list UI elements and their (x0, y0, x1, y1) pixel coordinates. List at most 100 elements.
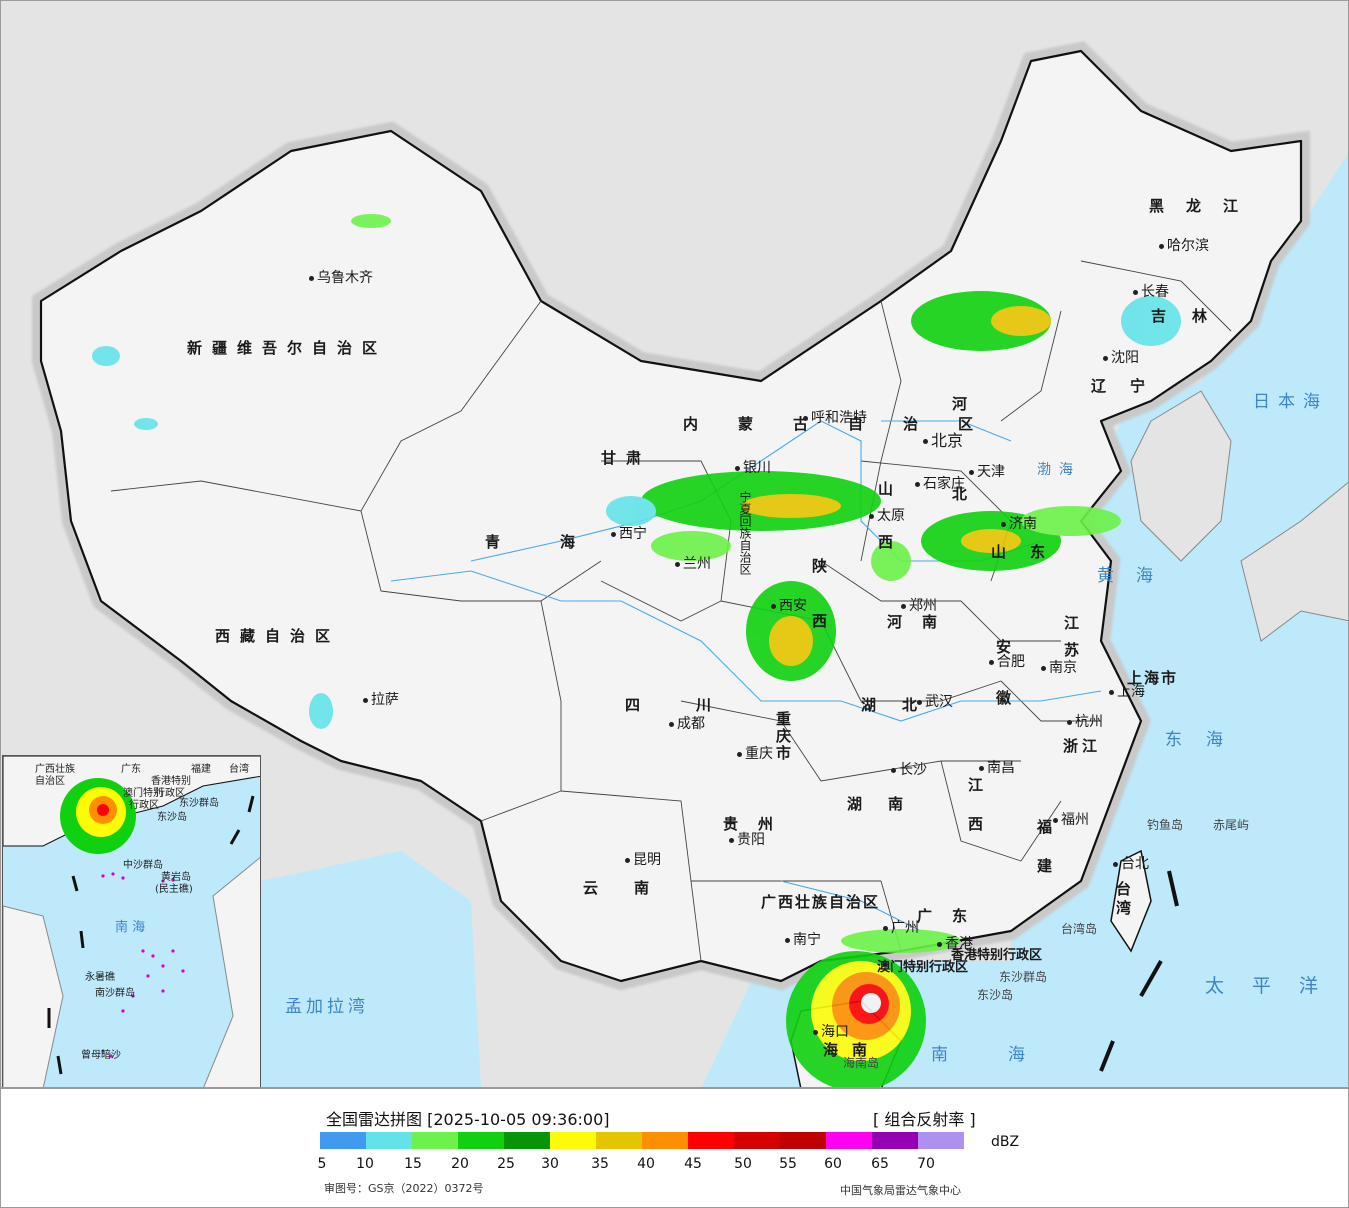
scale-tick-label: 15 (404, 1156, 422, 1172)
city-label-fuzhou: 福州 (1053, 813, 1089, 827)
sea-label-bengal: 孟加拉湾 (285, 997, 369, 1017)
scale-ticks: 5 10 15 20 25 30 35 40 45 50 55 60 65 70 (318, 1156, 980, 1172)
scale-swatch (780, 1132, 826, 1149)
scale-tick-label: 55 (779, 1156, 797, 1172)
scale-swatch (458, 1132, 504, 1149)
island-label-chiwei: 赤尾屿 (1213, 818, 1250, 832)
province-label-jiangsu: 江苏 (1062, 615, 1080, 669)
inset-label-yongshu: 永暑礁 (85, 972, 115, 983)
scale-swatch (412, 1132, 458, 1149)
scale-tick-label: 45 (684, 1156, 702, 1172)
city-label-yinchuan: 银川 (735, 461, 771, 475)
scale-tick-label: 35 (591, 1156, 609, 1172)
province-label-sichuan: 四川 (625, 696, 768, 714)
inset-label-huangyan: 黄岩岛 (161, 872, 191, 883)
legend-title: 全国雷达拼图 [2025-10-05 09:36:00] (326, 1110, 610, 1129)
inset-label-taiwan: 台湾 (229, 764, 249, 775)
scale-tick-label: 70 (917, 1156, 935, 1172)
city-label-taiyuan: 太原 (869, 509, 905, 523)
city-label-hangzhou: 杭州 (1067, 715, 1103, 729)
inset-label-dongshadao: 东沙岛 (157, 812, 187, 823)
island-label-taiwandao: 台湾岛 (1061, 922, 1098, 936)
city-label-haikou: 海口 (813, 1025, 849, 1039)
inset-label-fujian: 福建 (191, 764, 211, 775)
city-label-hohhot: 呼和浩特 (803, 411, 867, 425)
city-label-hongkong: 香港 (937, 937, 973, 951)
scale-swatch (642, 1132, 688, 1149)
scale-tick-label: 25 (497, 1156, 515, 1172)
radar-map: 新疆维吾尔自治区 西藏自治区 青海 甘肃 内蒙古自治区 黑龙江 吉林 辽宁 河北… (0, 0, 1349, 1088)
province-label-jiangxi: 江西 (966, 777, 984, 855)
province-label-yunnan: 云南 (583, 879, 686, 897)
city-label-lanzhou: 兰州 (675, 557, 711, 571)
scale-swatch (596, 1132, 642, 1149)
scale-tick-label: 20 (451, 1156, 469, 1172)
province-label-hunan: 湖南 (847, 795, 930, 813)
city-label-zhengzhou: 郑州 (901, 599, 937, 613)
city-label-xian: 西安 (771, 599, 807, 613)
province-label-shanxi: 山西 (876, 481, 894, 587)
province-label-hainan: 海南 (823, 1041, 882, 1059)
province-label-shanghai: 上海市 (1127, 669, 1179, 687)
province-label-chongqing: 重庆市 (774, 711, 792, 762)
city-label-shenyang: 沈阳 (1103, 351, 1139, 365)
scale-tick-label: 65 (871, 1156, 889, 1172)
sea-area-bengal (261, 851, 481, 1087)
inset-label-nansha: 南沙群岛 (95, 988, 135, 999)
province-label-hongkong: 香港特别行政区 (951, 948, 1043, 963)
inset-label-zizhi: 自治区 (35, 776, 65, 787)
province-label-guangdong: 广东 (917, 907, 988, 925)
province-label-xizang: 西藏自治区 (215, 627, 341, 645)
korea-land (1130, 390, 1232, 562)
city-label-kunming: 昆明 (625, 853, 661, 867)
sea-label-east: 东海 (1165, 730, 1247, 750)
scale-tick-label: 40 (637, 1156, 655, 1172)
province-label-shandong: 山东 (991, 543, 1070, 561)
scale-swatch (872, 1132, 918, 1149)
province-label-guizhou: 贵州 (723, 815, 794, 833)
city-label-xining: 西宁 (611, 527, 647, 541)
city-label-changchun: 长春 (1133, 285, 1169, 299)
scale-tick-label: 60 (824, 1156, 842, 1172)
scale-swatch (320, 1132, 366, 1149)
unit-label: dBZ (991, 1134, 1020, 1150)
sea-label-yellow: 黄海 (1097, 566, 1175, 586)
city-label-shijiazhuang: 石家庄 (915, 477, 965, 491)
scale-tick-label: 30 (541, 1156, 559, 1172)
province-label-taiwan: 台湾 (1114, 881, 1132, 919)
scale-swatch (918, 1132, 964, 1149)
city-label-lhasa: 拉萨 (363, 693, 399, 707)
color-scale (320, 1132, 964, 1149)
city-label-chengdu: 成都 (669, 717, 705, 731)
province-label-shaanxi: 陕西 (810, 558, 828, 668)
province-label-macau: 澳门特别行政区 (877, 960, 969, 975)
source-center: 中国气象局雷达气象中心 (840, 1184, 961, 1197)
inset-label-dongsha: 东沙群岛 (179, 798, 219, 809)
province-label-gansu: 甘肃 (601, 449, 652, 467)
city-label-tianjin: 天津 (969, 465, 1005, 479)
city-label-shanghai: 上海 (1109, 685, 1145, 699)
scale-swatch (826, 1132, 872, 1149)
island-label-dongshadao: 东沙岛 (977, 988, 1014, 1002)
city-label-jinan: 济南 (1001, 517, 1037, 531)
province-label-guangxi: 广西壮族自治区 (761, 893, 881, 911)
scale-swatch (734, 1132, 780, 1149)
province-label-zhejiang: 浙江 (1063, 737, 1102, 755)
city-label-taibei: 台北 (1113, 857, 1149, 871)
inset-label-hk: 香港特别 (151, 776, 191, 787)
product-label: [ 组合反射率 ] (873, 1110, 976, 1129)
province-label-qinghai: 青海 (485, 533, 636, 551)
scale-swatch (550, 1132, 596, 1149)
inset-label-zengmu: 曾母暗沙 (81, 1050, 121, 1061)
scale-swatch (688, 1132, 734, 1149)
south-china-sea-inset: 广西壮族 自治区 广东 福建 台湾 香港特别 行政区 澳门特别 行政区 东沙群岛… (2, 755, 261, 1087)
radar-echoes (92, 214, 1181, 1087)
province-label-heilongjiang: 黑龙江 (1149, 197, 1261, 215)
legend-panel: 全国雷达拼图 [2025-10-05 09:36:00] [ 组合反射率 ] 5… (0, 1088, 1349, 1208)
city-label-beijing: 北京 (923, 433, 963, 449)
scale-swatch (366, 1132, 412, 1149)
city-label-nanchang: 南昌 (979, 761, 1015, 775)
island-label-diaoyu: 钓鱼岛 (1147, 818, 1184, 832)
city-label-harbin: 哈尔滨 (1159, 239, 1209, 253)
province-label-xinjiang: 新疆维吾尔自治区 (187, 339, 388, 357)
